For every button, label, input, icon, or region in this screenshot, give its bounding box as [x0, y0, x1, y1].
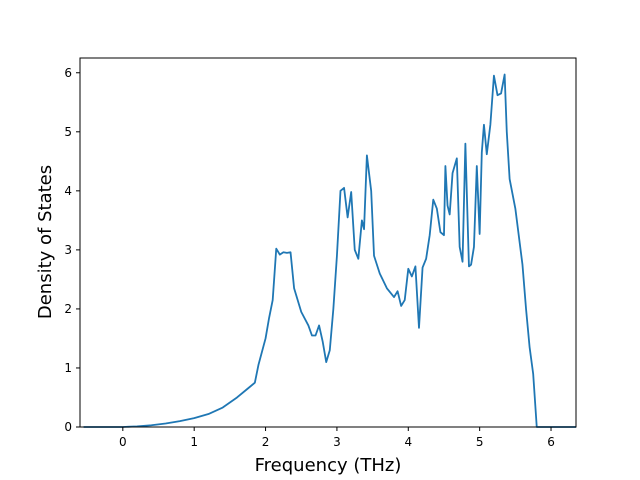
x-tick-label: 2 [262, 435, 270, 449]
y-tick-label: 5 [64, 125, 72, 139]
y-tick-label: 4 [64, 184, 72, 198]
x-tick-label: 6 [547, 435, 555, 449]
axis-ticks: 0 1 2 3 4 5 6 0 1 2 3 4 5 6 [64, 66, 554, 449]
x-tick-label: 5 [476, 435, 484, 449]
x-tick-label: 1 [190, 435, 198, 449]
y-tick-label: 6 [64, 66, 72, 80]
x-axis-label: Frequency (THz) [255, 455, 402, 476]
x-tick-label: 4 [404, 435, 412, 449]
x-tick-label: 0 [119, 435, 127, 449]
y-tick-label: 1 [64, 361, 72, 375]
plot-area [83, 73, 576, 428]
dos-series-line [83, 73, 576, 428]
axes-frame [79, 57, 577, 428]
y-tick-label: 0 [64, 420, 72, 434]
y-axis-label: Density of States [35, 165, 56, 319]
x-tick-label: 3 [333, 435, 341, 449]
y-tick-label: 2 [64, 302, 72, 316]
y-tick-label: 3 [64, 243, 72, 257]
